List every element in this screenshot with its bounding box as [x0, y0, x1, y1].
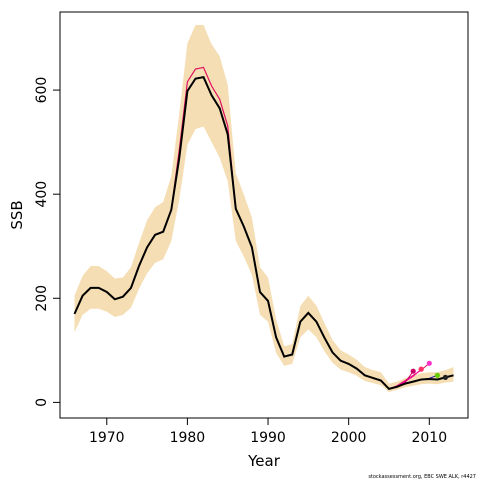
confidence-band — [74, 25, 454, 392]
retro-point-2009 — [418, 366, 424, 372]
x-tick-label-2000: 2000 — [331, 430, 367, 446]
retro-points-layer — [410, 360, 448, 380]
y-tick-label-400: 400 — [34, 181, 50, 208]
y-axis-title: SSB — [8, 200, 26, 229]
confidence-band-layer — [74, 25, 454, 392]
retro-point-2011 — [434, 372, 440, 378]
x-tick-label-1980: 1980 — [170, 430, 206, 446]
y-tick-label-600: 600 — [34, 77, 50, 104]
y-tick-label-0: 0 — [34, 398, 50, 407]
x-axis: 1970 1980 1990 2000 2010 — [89, 418, 447, 446]
y-axis: 0 200 400 600 — [34, 77, 60, 407]
x-tick-label-1970: 1970 — [89, 430, 125, 446]
x-tick-label-1990: 1990 — [250, 430, 286, 446]
retro-point-2008 — [410, 368, 416, 374]
y-tick-label-200: 200 — [34, 285, 50, 312]
retro-point-2012 — [442, 374, 448, 380]
source-footnote: stockassessment.org, EBC SWE ALK, r4427 — [368, 474, 476, 480]
estimate-line — [73, 75, 454, 391]
plot-frame — [59, 11, 469, 419]
estimate-line-layer — [73, 75, 454, 391]
retro-lines-layer — [73, 66, 454, 390]
x-tick-label-2010: 2010 — [411, 430, 447, 446]
retro-point-2010 — [426, 360, 432, 366]
retro-line-full — [73, 66, 454, 390]
x-axis-title: Year — [247, 452, 281, 470]
